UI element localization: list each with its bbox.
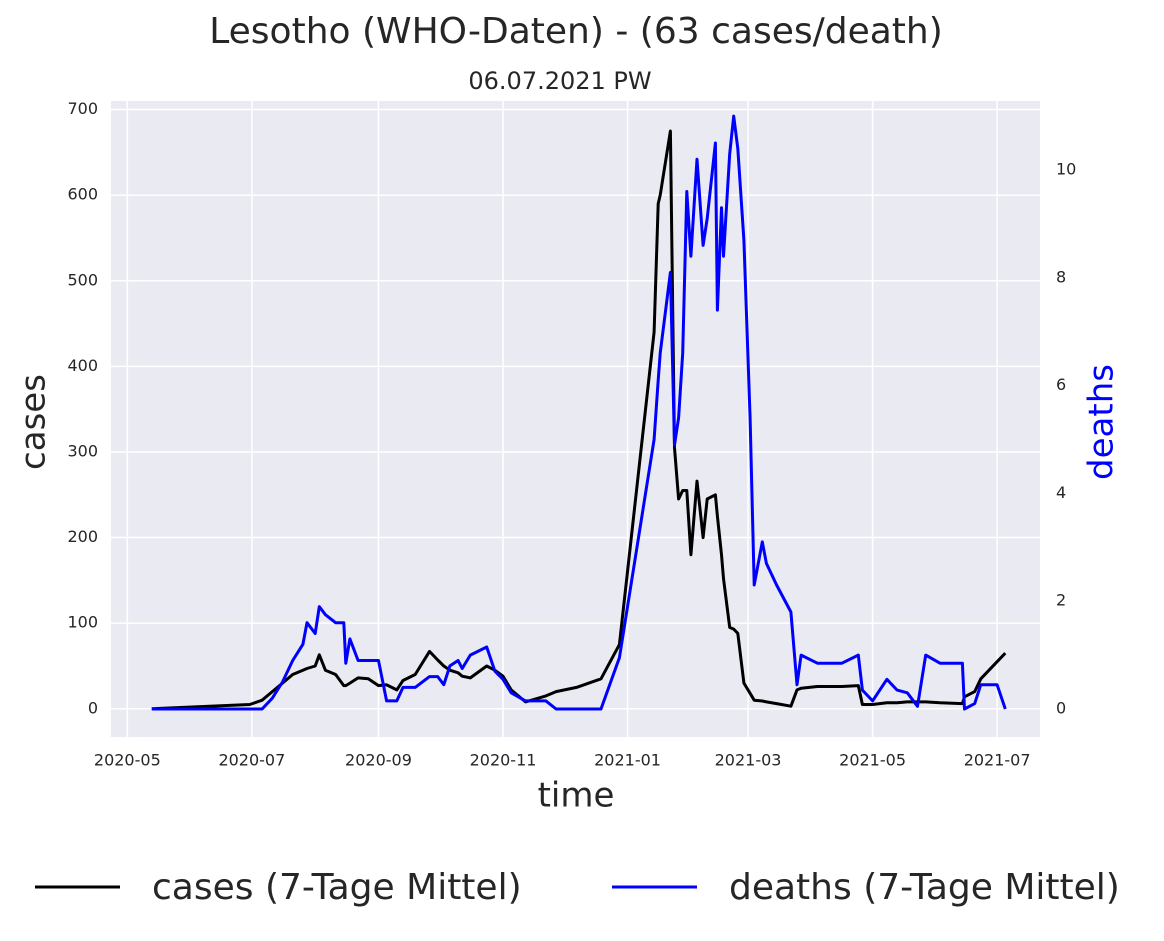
x-tick-label: 2021-01 [594,751,661,770]
y2-tick-label: 8 [1056,267,1066,286]
y-tick-label: 600 [67,185,98,204]
y-tick-label: 100 [67,613,98,632]
legend-label: deaths (7-Tage Mittel) [729,867,1120,908]
y2-tick-label: 4 [1056,483,1066,502]
x-tick-label: 2020-11 [470,751,537,770]
x-tick-label: 2021-05 [839,751,906,770]
y-tick-label: 700 [67,99,98,118]
y-tick-label: 500 [67,270,98,289]
x-tick-label: 2021-03 [715,751,782,770]
x-tick-label: 2020-09 [345,751,412,770]
chart-subtitle: 06.07.2021 PW [468,67,651,95]
data-line [151,114,1007,711]
x-axis-label: time [538,776,615,816]
x-tick-label: 2021-07 [964,751,1031,770]
lines [151,114,1007,711]
data-line [151,129,1007,711]
legend-label: cases (7-Tage Mittel) [152,867,522,908]
y2-tick-label: 0 [1056,698,1066,717]
y-tick-label: 200 [67,527,98,546]
y2-axis-label: deaths [1082,364,1122,480]
y-tick-label: 0 [88,698,98,717]
y2-tick-label: 10 [1056,159,1076,178]
x-tick-label: 2020-05 [94,751,161,770]
grid [111,101,1040,737]
y2-tick-label: 6 [1056,375,1066,394]
x-tick-label: 2020-07 [218,751,285,770]
chart-title: Lesotho (WHO-Daten) - (63 cases/death) [209,11,943,52]
y2-tick-label: 2 [1056,591,1066,610]
y-tick-label: 400 [67,356,98,375]
y-tick-label: 300 [67,441,98,460]
y-axis-label: cases [14,374,54,470]
plot-area [111,101,1040,737]
